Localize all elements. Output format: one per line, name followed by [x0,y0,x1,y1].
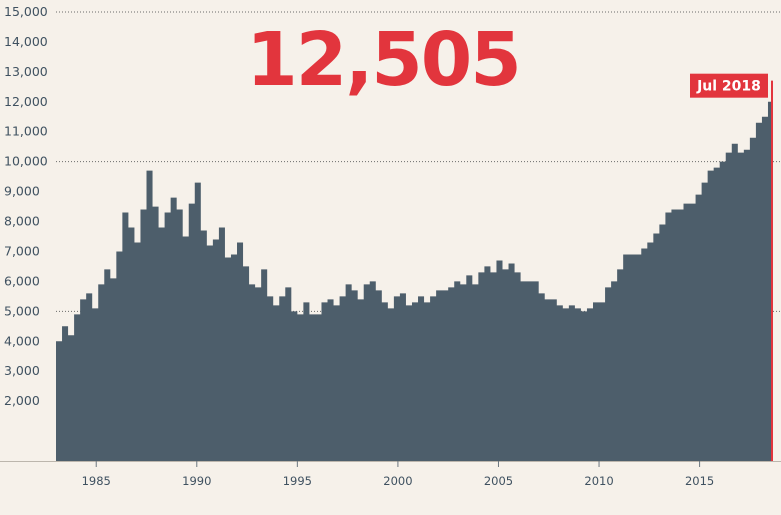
y-tick-label: 6,000 [4,273,40,288]
y-tick-label: 5,000 [4,303,40,318]
y-tick-label: 9,000 [4,184,40,199]
y-tick-label: 15,000 [4,4,48,19]
y-tick-label: 2,000 [4,393,40,408]
date-annotation-box [690,73,768,98]
area-series [56,86,772,462]
date-annotation: Jul 2018 [690,73,768,98]
x-tick-label: 1985 [82,474,111,488]
date-annotation-label: Jul 2018 [696,79,761,95]
x-tick-label: 2015 [685,474,714,488]
y-tick-label: 4,000 [4,333,40,348]
x-tick-label: 2000 [383,474,412,488]
y-tick-label: 13,000 [4,64,48,79]
y-tick-label: 12,000 [4,94,48,109]
y-axis-ticks: 2,000 3,000 4,000 5,000 6,000 7,000 8,000 9,000… [4,4,48,408]
y-tick-label: 7,000 [4,243,40,258]
y-tick-label: 14,000 [4,34,48,49]
x-axis-ticks: 1985 1990 1995 2000 2005 2010 2015 [82,461,714,488]
headline-value: 12,505 [246,17,520,103]
y-tick-label: 11,000 [4,124,48,139]
x-tick-label: 2005 [484,474,513,488]
y-tick-label: 10,000 [4,154,48,169]
y-tick-label: 3,000 [4,363,40,378]
x-tick-label: 1995 [283,474,312,488]
x-tick-label: 2010 [584,474,613,488]
y-tick-label: 8,000 [4,214,40,229]
x-tick-label: 1990 [182,474,211,488]
